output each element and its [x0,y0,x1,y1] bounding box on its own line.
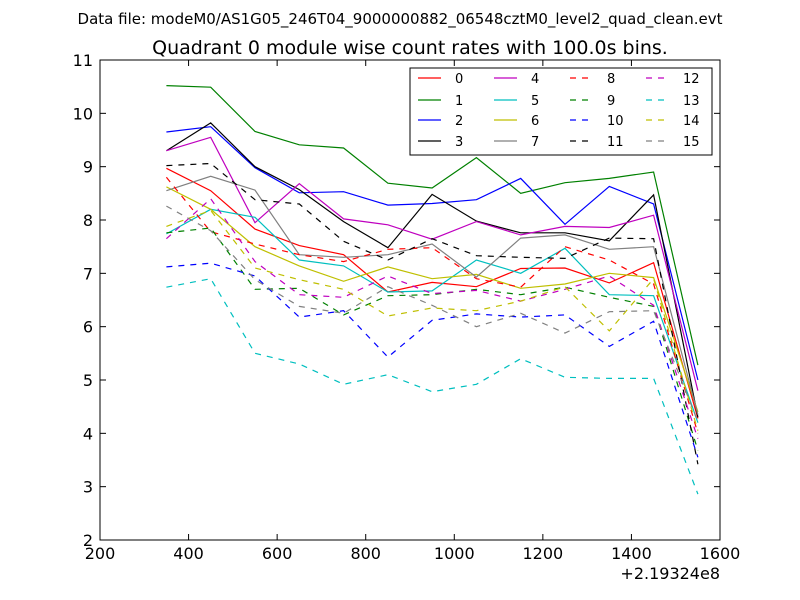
x-tick-label: 1000 [434,544,475,563]
series-line-11 [166,162,699,465]
series-line-6 [166,186,699,413]
series-group [165,85,699,495]
y-tick-label: 9 [83,158,93,177]
y-tick-label: 2 [83,531,93,550]
suptitle: Data file: modeM0/AS1G05_246T04_90000008… [78,10,723,29]
legend-label-7: 7 [531,135,539,150]
y-tick-label: 3 [83,478,93,497]
legend-label-12: 12 [683,72,700,87]
y-tick-label: 4 [83,424,93,443]
y-tick-label: 8 [83,211,93,230]
legend-label-14: 14 [683,114,700,129]
x-tick-label: 1200 [522,544,563,563]
x-tick-label: 1400 [611,544,652,563]
legend-label-15: 15 [683,135,700,150]
y-tick-label: 6 [83,318,93,337]
legend-label-2: 2 [455,114,463,129]
y-tick-label: 11 [73,51,93,70]
legend-label-13: 13 [683,94,700,109]
plot-frame [99,59,721,541]
y-tick-label: 10 [73,104,93,123]
legend-label-6: 6 [531,114,539,129]
x-tick-label: 800 [350,544,381,563]
series-line-14 [166,209,699,431]
legend-label-9: 9 [607,94,615,109]
legend-label-3: 3 [455,135,463,150]
legend-label-10: 10 [607,114,624,129]
series-line-10 [166,262,699,458]
legend-label-5: 5 [531,94,539,109]
y-tick-label: 7 [83,264,93,283]
chart-title: Quadrant 0 module wise count rates with … [152,37,668,59]
legend-label-8: 8 [607,72,615,87]
series-line-7 [166,175,699,415]
x-tick-label: 200 [85,544,116,563]
series-line-2 [166,126,699,381]
x-tick-label: 1600 [700,544,741,563]
series-line-9 [166,227,699,451]
series-line-15 [166,205,699,422]
series-line-5 [166,208,699,423]
y-tick-label: 5 [83,371,93,390]
series-line-0 [166,167,699,419]
series-line-12 [165,197,699,439]
legend-label-4: 4 [531,72,539,87]
x-tick-label: 400 [173,544,204,563]
legend-label-11: 11 [607,135,624,150]
legend-label-1: 1 [455,94,463,109]
series-line-13 [166,278,699,495]
x-tick-label: 600 [262,544,293,563]
x-offset-label: +2.19324e8 [620,564,720,583]
legend-label-0: 0 [455,72,463,87]
series-line-3 [166,122,699,418]
series-line-1 [166,85,699,366]
